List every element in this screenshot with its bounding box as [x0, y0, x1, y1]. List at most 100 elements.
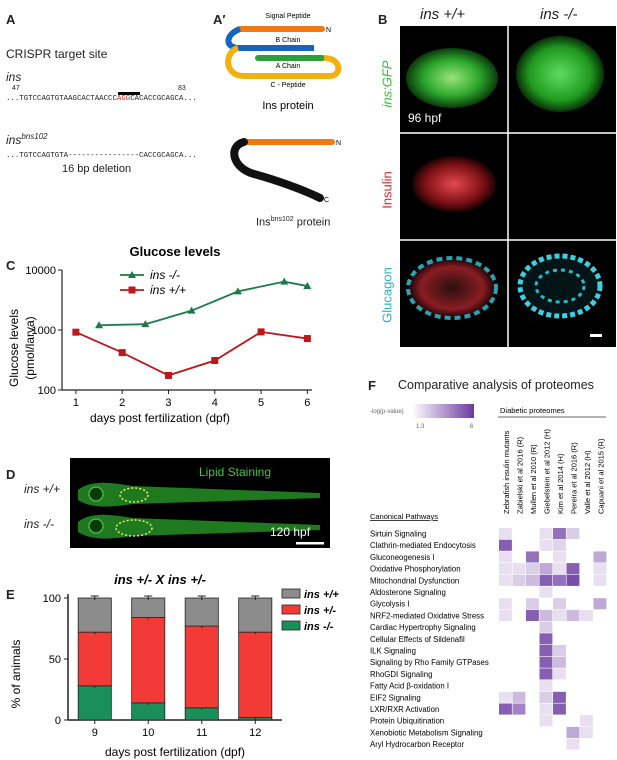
heatmap-cell [580, 574, 593, 586]
heatmap-column-label: Giebelstein et al 2012 (H) [542, 428, 551, 514]
heatmap-cell [580, 691, 593, 703]
panel-f-letter: F [368, 378, 376, 393]
larva-mut-label: ins -/- [24, 517, 54, 531]
heatmap-cell [593, 633, 607, 645]
chart-c-ytick-label: 10000 [25, 265, 56, 277]
heatmap-row-label: Clathrin-mediated Endocytosis [370, 541, 476, 550]
gfp-mut-islet [516, 36, 604, 112]
heatmap-cell [553, 656, 566, 668]
heatmap-cell [580, 703, 593, 715]
heatmap-cell [512, 609, 526, 621]
chart-c-legend-marker [128, 271, 136, 278]
chart-c-ytick-label: 100 [38, 385, 56, 397]
heatmap-cells [499, 528, 607, 750]
chart-c-series-line [75, 330, 308, 377]
heatmap-cell [553, 586, 566, 598]
scale-bar-d [296, 542, 324, 545]
heatmap-cell [566, 551, 580, 563]
heatmap-cell [580, 598, 593, 610]
chart-c-ylabel-1: Glucose levels [7, 309, 21, 387]
chart-e-legend-label: ins -/- [304, 621, 334, 633]
chart-e-legend-label: ins +/+ [304, 589, 339, 601]
heatmap-cell [512, 656, 526, 668]
heatmap-row-label: Sirtuin Signaling [370, 530, 426, 539]
n-term-label: N [326, 27, 331, 34]
heatmap-cell [512, 633, 526, 645]
heatmap-cell [539, 656, 553, 668]
heatmap-cell [593, 668, 607, 680]
heatmap-cell [526, 598, 539, 610]
heatmap-cell [566, 609, 580, 621]
heatmap-cell [566, 574, 580, 586]
heatmap-row-label: Mitochondrial Dysfunction [370, 576, 459, 585]
heatmap-cell [580, 668, 593, 680]
heatmap-cell [553, 621, 566, 633]
chart-e-bar-segment [238, 597, 273, 633]
heatmap-cell [593, 528, 607, 540]
heatmap-cell [553, 703, 566, 715]
mutant-chain-bar [230, 138, 324, 202]
heatmap-cell [566, 656, 580, 668]
chart-e-bar-segment [77, 685, 112, 721]
heatmap-cell [512, 703, 526, 715]
heatmap-cell [499, 680, 512, 692]
heatmap-cell [512, 539, 526, 551]
larva-wt-liver-outline [119, 487, 149, 503]
heatmap-row-label: Gluconeogenesis I [370, 553, 435, 562]
heatmap-cell [499, 691, 512, 703]
heatmap-column-label: Zebrafish insulin mutants [502, 430, 511, 514]
heatmap-cell [580, 680, 593, 692]
heatmap-cell [499, 563, 512, 575]
heatmap-cell [593, 691, 607, 703]
heatmap-cell [526, 621, 539, 633]
panel-a-letter: A [6, 12, 16, 27]
chart-c-xtick-label: 5 [258, 397, 264, 409]
heatmap-cell [526, 726, 539, 738]
chart-e-ytick-label: 100 [43, 593, 61, 605]
heatmap-cell [512, 726, 526, 738]
heatmap-title: Comparative analysis of proteomes [398, 378, 594, 392]
heatmap-cell [553, 598, 566, 610]
heatmap-cell [539, 551, 553, 563]
heatmap-cell [593, 645, 607, 657]
heatmap-cell [526, 645, 539, 657]
lipid-title: Lipid Staining [199, 465, 271, 479]
mutant-c-label: C [324, 197, 329, 204]
heatmap-cell [512, 691, 526, 703]
heatmap-cell [512, 598, 526, 610]
chart-e-bar-segment [238, 631, 273, 718]
heatmap-cell [553, 680, 566, 692]
chart-c-series-line [99, 280, 308, 327]
heatmap-cell [580, 633, 593, 645]
mutant-protein-suffix: protein [293, 216, 331, 229]
larva-wt-eye [88, 486, 104, 502]
heatmap-cell [512, 586, 526, 598]
stage-label: 96 hpf [408, 111, 442, 125]
heatmap-cell [580, 726, 593, 738]
chart-c-point [211, 357, 219, 365]
heatmap-cell [580, 528, 593, 540]
scale-max: 6 [470, 424, 474, 430]
insulin-wt-islet [412, 156, 496, 212]
heatmap-cell [499, 586, 512, 598]
chart-c-point [118, 349, 126, 357]
chart-e-bar-segment [184, 625, 219, 709]
row-header: Canonical Pathways [370, 512, 438, 521]
heatmap-cell [566, 539, 580, 551]
heatmap-cell [580, 609, 593, 621]
heatmap-cell [539, 715, 553, 727]
heatmap-row-label: Xenobiotic Metabolism Signaling [370, 728, 483, 737]
heatmap-cell [499, 609, 512, 621]
group-label: Diabetic proteomes [500, 406, 565, 415]
target-bar [118, 92, 140, 95]
heatmap-cell [499, 738, 512, 750]
heatmap-cell [539, 738, 553, 750]
heatmap-cell [566, 633, 580, 645]
panel-d-letter: D [6, 467, 16, 482]
heatmap-cell [512, 645, 526, 657]
chart-e-ytick-label: 0 [55, 715, 61, 727]
heatmap-cell [580, 738, 593, 750]
scale-min: 1.3 [416, 424, 425, 430]
heatmap-column-label: Kim et al 2014 (H) [556, 453, 565, 514]
heatmap-cell [526, 574, 539, 586]
